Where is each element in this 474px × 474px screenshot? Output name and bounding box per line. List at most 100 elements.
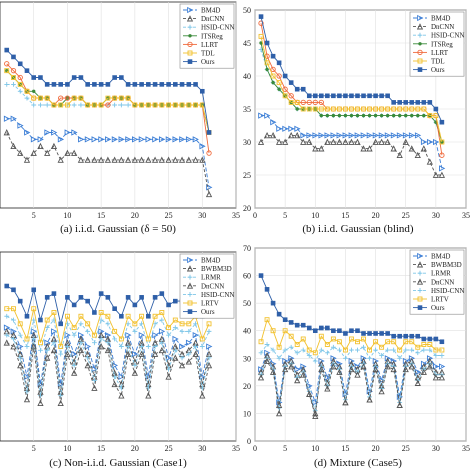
data-point — [118, 392, 125, 399]
y-tick-label: 50 — [243, 299, 251, 308]
data-point — [288, 80, 294, 85]
data-point — [85, 82, 90, 87]
data-point — [98, 136, 105, 143]
data-point — [312, 358, 318, 364]
data-point — [125, 321, 131, 327]
data-point — [379, 353, 384, 358]
data-point — [138, 350, 145, 357]
data-point — [111, 136, 119, 143]
data-point — [78, 313, 84, 319]
x-tick-label: 25 — [165, 211, 173, 220]
data-point — [270, 73, 276, 79]
data-point — [433, 336, 439, 342]
data-point — [78, 95, 84, 101]
data-point — [77, 346, 85, 354]
data-point — [151, 156, 159, 163]
data-point — [312, 410, 319, 417]
data-point — [349, 93, 354, 99]
data-point — [78, 321, 84, 327]
data-point — [64, 102, 70, 108]
data-point — [71, 102, 77, 108]
data-point — [172, 347, 178, 353]
data-point — [159, 317, 165, 323]
data-point — [118, 373, 125, 380]
data-point — [71, 325, 77, 331]
x-tick-label: 30 — [432, 444, 440, 453]
data-point — [118, 344, 124, 349]
data-point — [11, 54, 16, 60]
data-point — [384, 138, 391, 145]
data-point — [397, 113, 402, 118]
data-point — [4, 332, 10, 338]
data-point — [439, 363, 446, 370]
data-point — [403, 100, 409, 105]
legend-label: BWBM3D — [431, 261, 462, 269]
data-point — [391, 113, 396, 118]
data-point — [145, 373, 152, 380]
data-point — [139, 102, 145, 108]
data-point — [421, 100, 427, 105]
series-line — [6, 132, 210, 195]
data-point — [373, 106, 379, 112]
x-tick-label: 20 — [372, 444, 380, 453]
data-point — [438, 374, 446, 381]
data-point — [199, 143, 206, 150]
data-point — [193, 321, 198, 327]
data-point — [403, 333, 409, 339]
caption-a: (a) i.i.d. Gaussian (δ = 50) — [60, 223, 176, 235]
data-point — [264, 112, 271, 119]
x-tick-label: 15 — [97, 211, 105, 220]
data-point — [125, 295, 131, 300]
legend-marker — [187, 274, 193, 280]
data-point — [119, 313, 124, 319]
data-point — [385, 113, 390, 118]
data-point — [65, 295, 70, 300]
data-point — [343, 113, 348, 118]
data-point — [91, 366, 98, 373]
data-point — [306, 138, 313, 145]
data-point — [152, 332, 159, 339]
data-point — [31, 306, 37, 312]
data-point — [269, 368, 277, 375]
data-point — [64, 149, 71, 156]
data-point — [409, 347, 415, 353]
data-point — [275, 410, 283, 417]
data-point — [166, 102, 172, 108]
data-point — [92, 378, 97, 383]
data-point — [57, 136, 65, 143]
data-point — [385, 331, 390, 336]
data-point — [98, 317, 104, 323]
x-tick-label: 30 — [198, 211, 206, 220]
data-point — [409, 106, 415, 112]
data-point — [199, 392, 206, 399]
data-point — [312, 106, 318, 112]
data-point — [378, 387, 385, 395]
y-tick-label: 60 — [243, 272, 251, 281]
data-point — [342, 391, 349, 398]
data-point — [414, 151, 421, 159]
data-point — [65, 344, 70, 349]
data-point — [30, 149, 37, 156]
data-point — [275, 401, 283, 409]
data-point — [11, 82, 16, 87]
data-point — [258, 14, 264, 19]
data-point — [390, 132, 398, 139]
data-point — [71, 363, 77, 368]
data-point — [336, 106, 342, 112]
data-point — [379, 106, 385, 112]
data-point — [336, 132, 343, 139]
data-point — [10, 115, 17, 122]
data-point — [132, 363, 138, 368]
data-point — [24, 336, 30, 342]
data-point — [159, 102, 165, 108]
data-point — [172, 102, 178, 108]
data-point — [270, 300, 276, 306]
data-point — [165, 136, 172, 143]
data-point — [192, 136, 199, 143]
data-point — [312, 328, 318, 334]
data-point — [276, 344, 282, 350]
data-point — [439, 119, 445, 125]
series-line — [6, 331, 210, 392]
series-line — [261, 115, 443, 169]
data-point — [379, 344, 385, 350]
